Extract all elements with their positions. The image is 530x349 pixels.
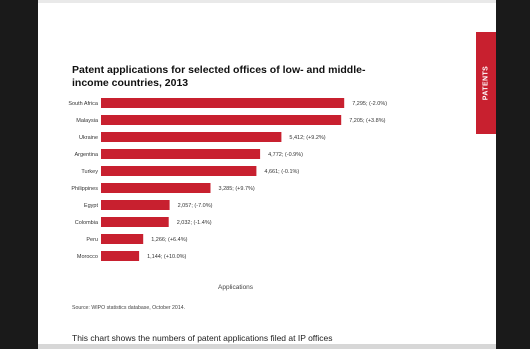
category-label: Morocco [77, 254, 98, 260]
bar [101, 115, 342, 125]
value-label: 1,266; (+6.4%) [151, 237, 187, 243]
category-label: Peru [86, 237, 98, 243]
bar [101, 166, 257, 176]
section-tab-label: PATENTS [482, 65, 490, 101]
category-label: Egypt [84, 203, 99, 209]
viewer-frame-bottom [38, 344, 496, 349]
bar [101, 251, 140, 261]
bar [101, 217, 169, 227]
value-label: 7,295; (-2.0%) [352, 101, 387, 107]
section-tab[interactable]: PATENTS [476, 32, 496, 134]
viewer-frame-right [496, 0, 530, 349]
chart-title: Patent applications for selected offices… [72, 64, 366, 89]
value-label: 2,032; (-1.4%) [177, 220, 212, 226]
category-label: Turkey [81, 169, 98, 175]
value-label: 3,285; (+9.7%) [219, 186, 255, 192]
bar [101, 234, 144, 244]
category-label: Malaysia [76, 118, 99, 124]
bar [101, 132, 282, 142]
bar-chart: South Africa 7,295; (-2.0%) Malaysia 7,205;… [68, 98, 387, 261]
bar [101, 149, 261, 159]
bar [101, 183, 211, 193]
bar [101, 200, 170, 210]
category-label: Argentina [74, 152, 98, 158]
source-note: Source: WIPO statistics database, Octobe… [72, 305, 186, 311]
category-label: Ukraine [79, 135, 98, 141]
value-label: 2,057; (-7.0%) [178, 203, 213, 209]
bar [101, 98, 345, 108]
category-label: South Africa [68, 101, 99, 107]
viewer-frame-left [0, 0, 38, 349]
category-label: Philippines [71, 186, 98, 192]
x-axis-label: Applications [218, 284, 254, 291]
value-label: 7,205; (+3.8%) [349, 118, 385, 124]
value-label: 1,144; (+10.0%) [147, 254, 186, 260]
value-label: 4,772; (-0.9%) [268, 152, 303, 158]
value-label: 5,412; (+9.2%) [289, 135, 325, 141]
category-label: Colombia [75, 220, 99, 226]
viewer-frame-top [38, 0, 496, 3]
value-label: 4,661; (-0.1%) [264, 169, 299, 175]
body-caption: This chart shows the numbers of patent a… [72, 333, 333, 343]
